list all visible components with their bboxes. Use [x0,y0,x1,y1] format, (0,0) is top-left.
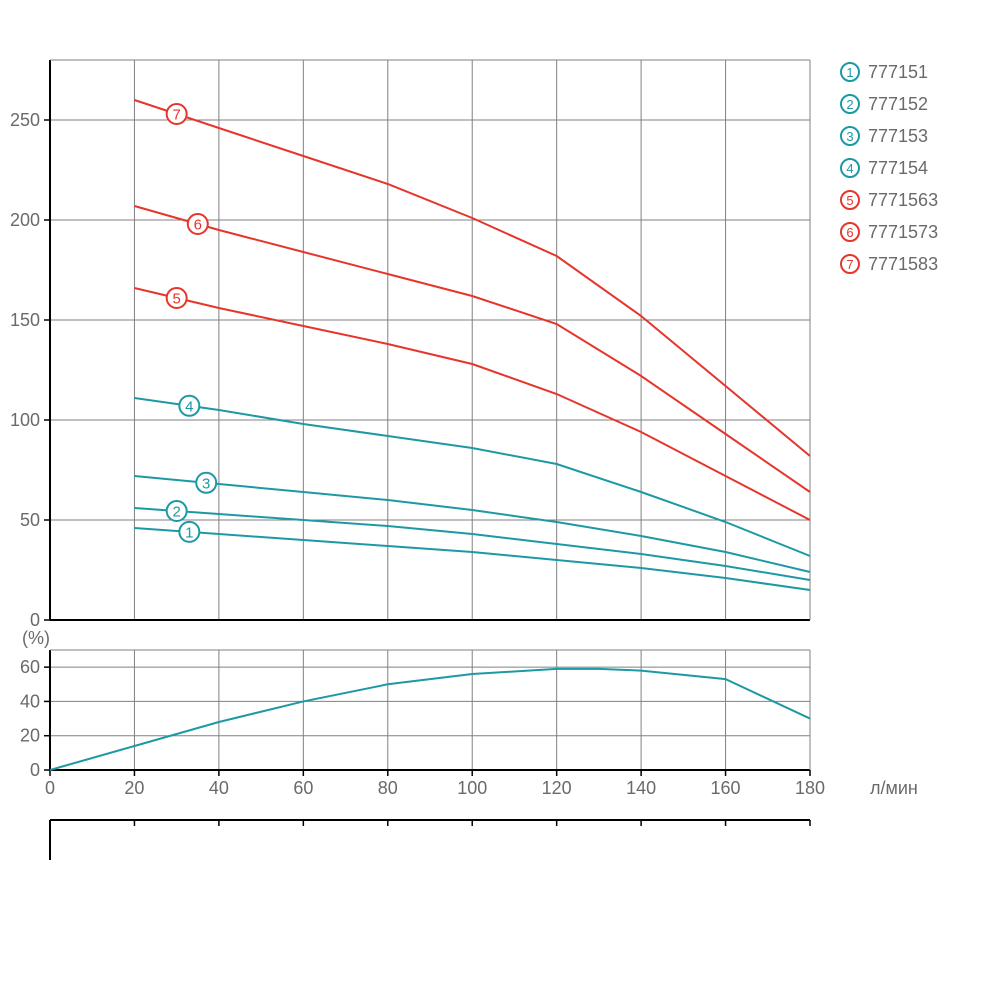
legend-marker-icon: 6 [840,222,860,242]
x-tick-label: 140 [626,778,656,798]
legend-item-6: 6 7771573 [840,220,938,244]
legend-item-2: 2 777152 [840,92,938,116]
legend-label: 777152 [868,94,928,115]
x-tick-label: 160 [711,778,741,798]
legend-label: 777151 [868,62,928,83]
legend-label: 7771583 [868,254,938,275]
series-badge-text-1: 1 [185,524,193,541]
x-tick-label: 40 [209,778,229,798]
legend-label: 7771573 [868,222,938,243]
legend-marker-icon: 7 [840,254,860,274]
series-badge-text-2: 2 [172,504,180,521]
legend-marker-icon: 1 [840,62,860,82]
main-y-tick-label: 50 [20,510,40,530]
x-tick-label: 120 [542,778,572,798]
x-tick-label: 80 [378,778,398,798]
series-badge-text-6: 6 [194,217,202,234]
legend-marker-icon: 4 [840,158,860,178]
eff-y-label: (%) [22,628,50,648]
series-badge-text-4: 4 [185,398,193,415]
legend-label: 777154 [868,158,928,179]
efficiency-curve [50,669,810,770]
legend-item-4: 4 777154 [840,156,938,180]
eff-y-tick-label: 40 [20,691,40,711]
main-y-tick-label: 150 [10,310,40,330]
eff-y-tick-label: 0 [30,760,40,780]
legend: 1777151277715237771534777154577715636777… [840,60,938,284]
x-tick-label: 20 [124,778,144,798]
x-tick-label: 0 [45,778,55,798]
x-axis-label: л/мин [870,778,918,798]
series-badge-text-5: 5 [172,291,180,308]
main-y-tick-label: 0 [30,610,40,630]
legend-marker-icon: 2 [840,94,860,114]
x-tick-label: 100 [457,778,487,798]
legend-item-5: 5 7771563 [840,188,938,212]
legend-marker-icon: 5 [840,190,860,210]
legend-item-1: 1 777151 [840,60,938,84]
main-y-tick-label: 200 [10,210,40,230]
main-y-tick-label: 100 [10,410,40,430]
legend-item-7: 7 7771583 [840,252,938,276]
x-tick-label: 180 [795,778,825,798]
main-y-tick-label: 250 [10,110,40,130]
series-badge-text-7: 7 [172,107,180,124]
legend-item-3: 3 777153 [840,124,938,148]
eff-y-tick-label: 60 [20,657,40,677]
legend-label: 777153 [868,126,928,147]
legend-marker-icon: 3 [840,126,860,146]
x-tick-label: 60 [293,778,313,798]
series-badge-text-3: 3 [202,475,210,492]
eff-y-tick-label: 20 [20,726,40,746]
legend-label: 7771563 [868,190,938,211]
